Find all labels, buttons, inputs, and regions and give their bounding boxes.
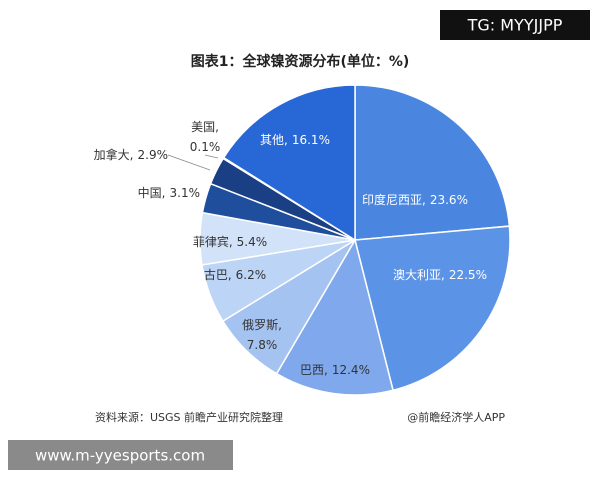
source: 资料来源：USGS 前瞻产业研究院整理 bbox=[95, 410, 283, 424]
chart-title: 图表1：全球镍资源分布(单位：%) bbox=[191, 53, 410, 70]
credit: @前瞻经济学人APP bbox=[407, 410, 505, 424]
slice-value: 23.6% bbox=[430, 193, 468, 207]
watermark-box bbox=[8, 440, 233, 470]
slice-label: 其他, 16.1% bbox=[260, 133, 330, 147]
leader-line bbox=[167, 154, 211, 171]
slice-category: 其他, bbox=[260, 133, 288, 147]
watermark-box bbox=[440, 10, 590, 40]
watermark-bottom: www.m-yyesports.com bbox=[35, 447, 205, 465]
slice-label: 美国, 0.1% bbox=[190, 120, 221, 154]
slice-category: 中国, bbox=[138, 185, 166, 200]
pie-slice bbox=[354, 225, 511, 392]
slice-value: 7.8% bbox=[247, 338, 278, 352]
slice-value: 16.1% bbox=[292, 133, 330, 147]
slice-category: 古巴, bbox=[204, 267, 232, 282]
slice-label: 古巴, 6.2% bbox=[204, 267, 266, 282]
slice-value: 6.2% bbox=[236, 268, 267, 282]
slice-label: 菲律宾, 5.4% bbox=[193, 234, 267, 249]
slice-label: 加拿大, 2.9% bbox=[94, 147, 168, 162]
slice-category: 菲律宾, bbox=[193, 234, 233, 249]
slice-value: 22.5% bbox=[449, 268, 487, 282]
pie-slice bbox=[222, 84, 356, 242]
slice-label: 俄罗斯, 7.8% bbox=[242, 318, 282, 352]
pie-slice bbox=[354, 84, 511, 241]
slice-category: 俄罗斯, bbox=[242, 318, 282, 332]
slice-value: 0.1% bbox=[190, 140, 221, 154]
slice-category: 印度尼西亚, bbox=[362, 192, 426, 207]
slice-value: 5.4% bbox=[237, 235, 268, 249]
slice-label: 澳大利亚, 22.5% bbox=[393, 268, 487, 282]
slice-value: 2.9% bbox=[138, 148, 169, 162]
slice-category: 加拿大, bbox=[94, 147, 134, 162]
leader-line bbox=[204, 154, 219, 159]
pie: 印度尼西亚, 23.6% 澳大利亚, 22.5% 巴西, 12.4% 俄罗斯, 7.8% 古巴,… bbox=[94, 84, 511, 396]
slice-label: 巴西, 12.4% bbox=[300, 363, 370, 377]
watermark-top: TG: MYYJJPP bbox=[467, 16, 563, 35]
slice-value: 3.1% bbox=[170, 186, 201, 200]
slice-category: 巴西, bbox=[300, 363, 328, 377]
slice-category: 澳大利亚, bbox=[393, 268, 445, 282]
slice-value: 12.4% bbox=[332, 363, 370, 377]
slice-label: 中国, 3.1% bbox=[138, 185, 200, 200]
slice-label: 印度尼西亚, 23.6% bbox=[362, 192, 468, 207]
slice-category: 美国, bbox=[191, 120, 219, 134]
pie-slice bbox=[275, 238, 394, 396]
